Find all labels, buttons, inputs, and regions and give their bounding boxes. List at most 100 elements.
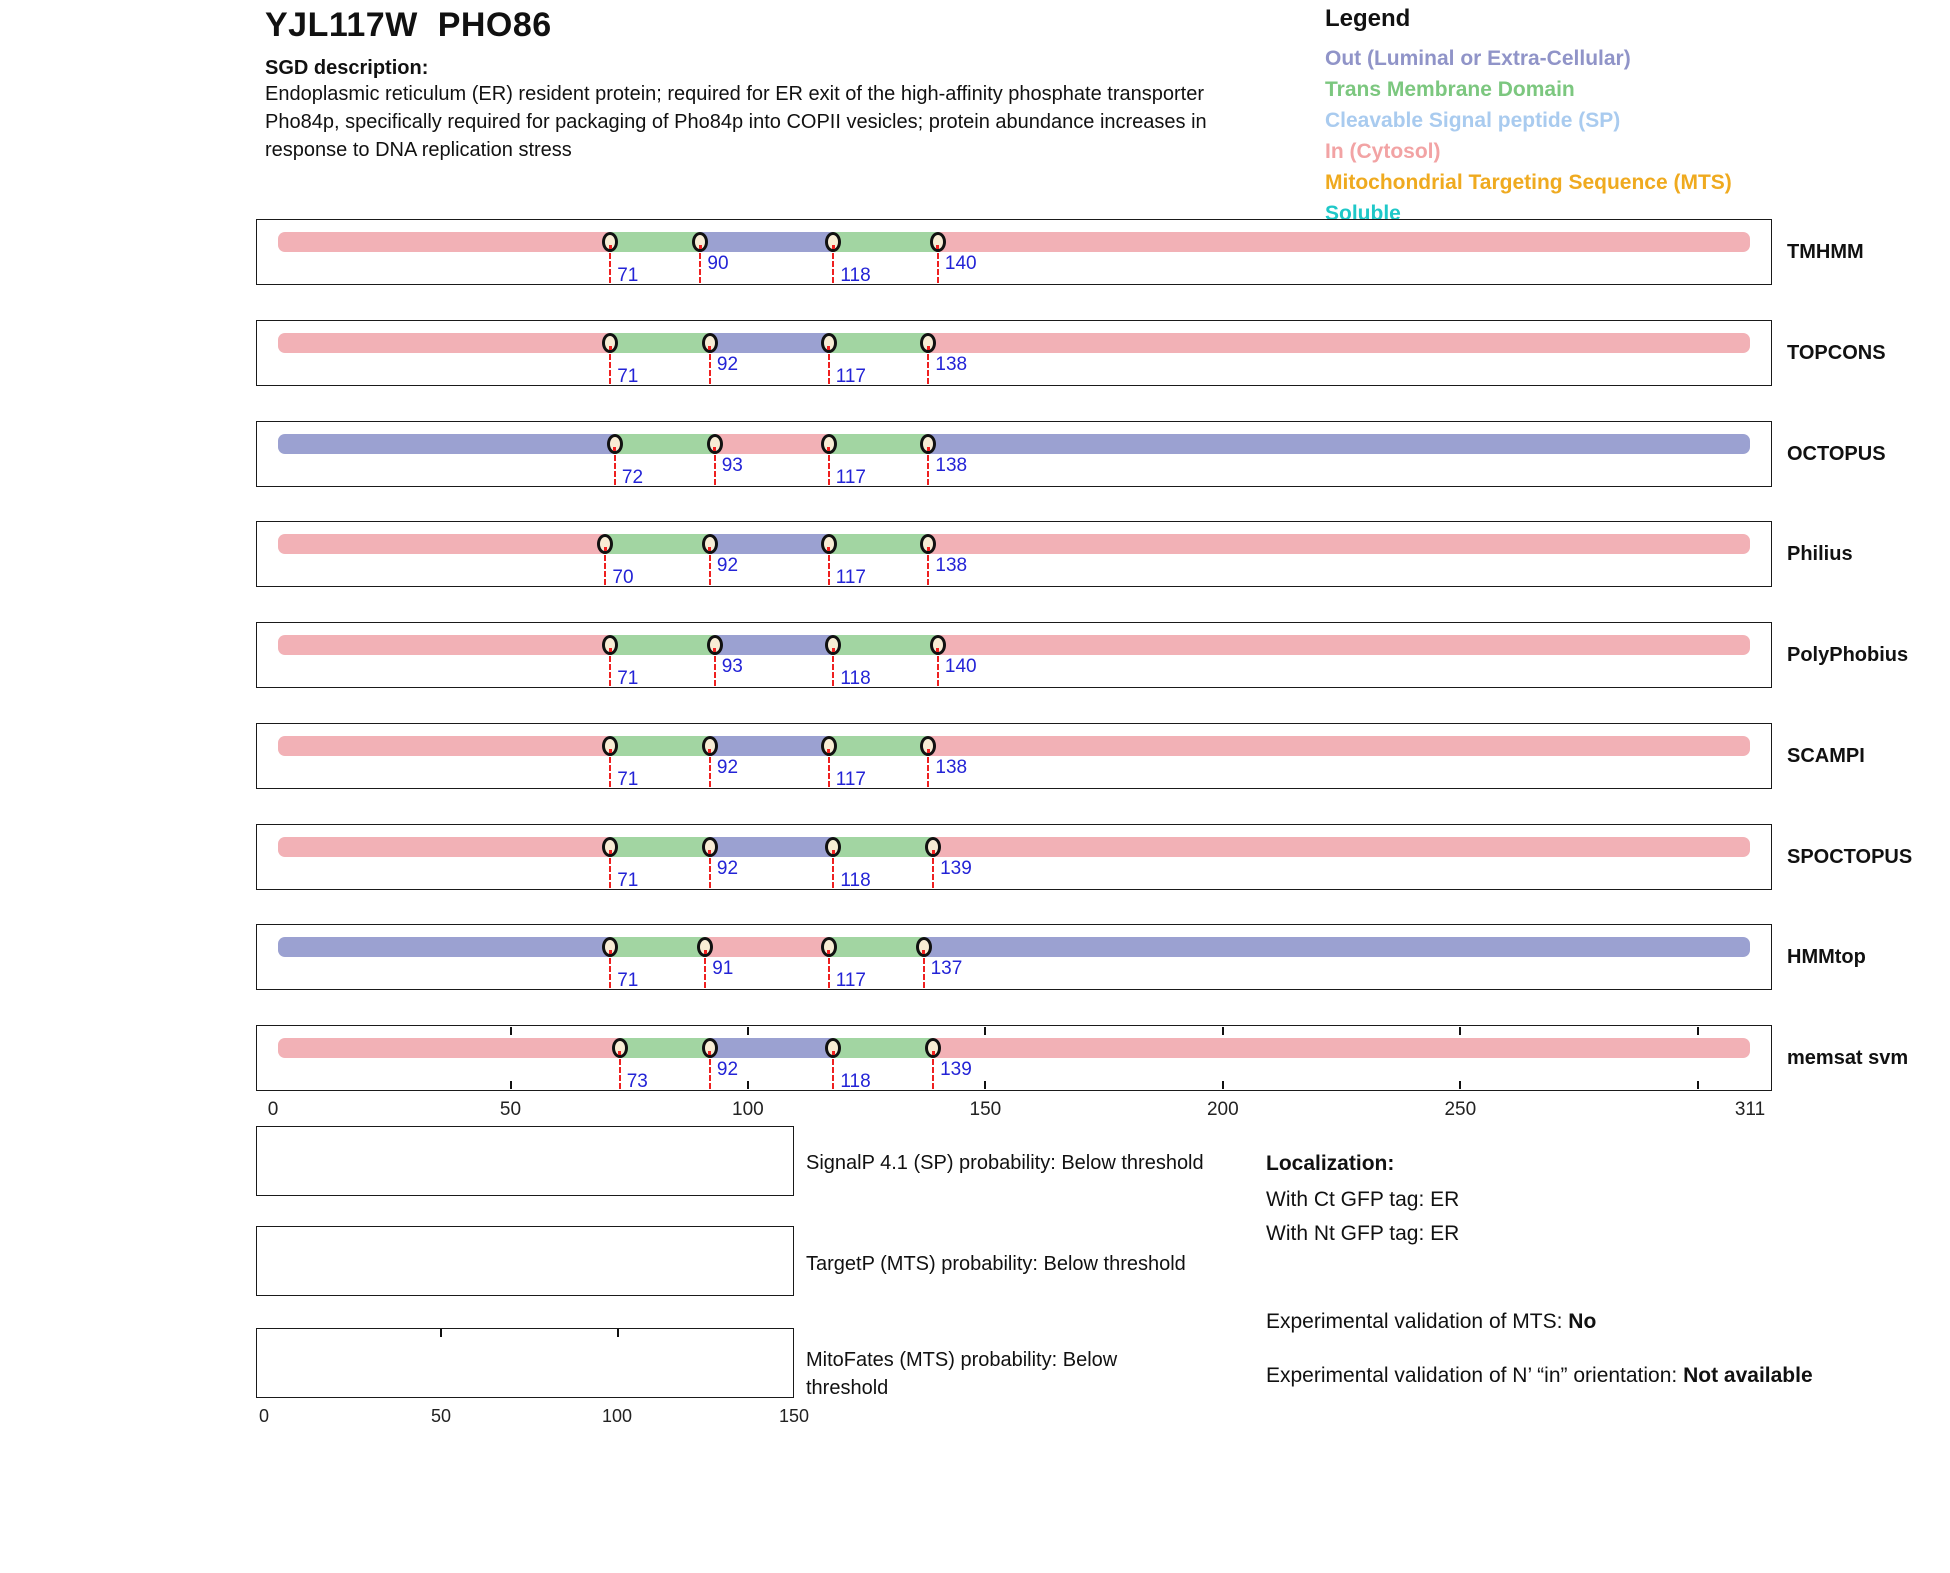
track-box-hmmtop <box>256 924 1772 990</box>
boundary-dash-line <box>618 1059 621 1089</box>
boundary-marker <box>701 736 718 756</box>
boundary-marker <box>920 736 937 756</box>
segment-tm <box>833 1038 934 1058</box>
track-label-spoctopus: SPOCTOPUS <box>1787 846 1913 868</box>
boundary-position-label: 139 <box>940 1059 972 1080</box>
topology-bar-spoctopus <box>277 837 1750 857</box>
boundary-position-label: 117 <box>835 366 866 387</box>
track-label-topcons: TOPCONS <box>1787 342 1886 364</box>
topology-bar-philius <box>277 534 1750 554</box>
sequence-axis-tick-label: 50 <box>499 1099 522 1120</box>
boundary-marker-dot <box>827 447 831 451</box>
boundary-marker-dot <box>926 749 930 753</box>
boundary-dash-line <box>936 656 939 686</box>
segment-out <box>923 937 1750 957</box>
boundary-position-label: 92 <box>716 354 739 375</box>
boundary-marker-dot <box>703 950 707 954</box>
segment-in <box>277 534 606 554</box>
boundary-marker <box>825 232 842 252</box>
boundary-dash-line <box>713 656 716 686</box>
track-box-spoctopus <box>256 824 1772 890</box>
sequence-axis-tick <box>746 1027 749 1035</box>
boundary-marker-dot <box>936 648 940 652</box>
boundary-marker <box>820 937 837 957</box>
boundary-marker-dot <box>831 850 835 854</box>
boundary-marker <box>706 434 723 454</box>
mitofates-axis-tick-label: 150 <box>778 1406 810 1426</box>
mitofates-axis-tick-label: 100 <box>601 1406 633 1426</box>
boundary-marker <box>825 1038 842 1058</box>
segment-tm <box>610 837 710 857</box>
boundary-marker-dot <box>608 245 612 249</box>
boundary-marker <box>701 837 718 857</box>
boundary-dash-line <box>699 253 702 283</box>
topology-bar-tmhmm <box>277 232 1750 252</box>
segment-tm <box>833 837 934 857</box>
boundary-dash-line <box>609 958 612 988</box>
boundary-position-label: 90 <box>707 253 729 274</box>
segment-out <box>928 434 1750 454</box>
sequence-axis-tick <box>509 1081 512 1089</box>
boundary-position-label: 138 <box>935 555 968 576</box>
boundary-dash-line <box>708 555 711 585</box>
segment-out <box>277 434 615 454</box>
track-label-hmmtop: HMMtop <box>1787 946 1866 968</box>
topology-bar-memsat-svm <box>277 1038 1750 1058</box>
orientation-validation: Experimental validation of N’ “in” orien… <box>1266 1361 1826 1391</box>
track-label-scampi: SCAMPI <box>1787 745 1865 767</box>
track-label-polyphobius: PolyPhobius <box>1787 644 1909 666</box>
boundary-position-label: 92 <box>716 1059 739 1080</box>
boundary-position-label: 138 <box>935 757 968 778</box>
boundary-position-label: 71 <box>617 870 639 891</box>
localization-nt-gfp: With Nt GFP tag: ER <box>1266 1222 1460 1245</box>
segment-tm <box>828 937 924 957</box>
segment-tm <box>610 333 710 353</box>
sequence-axis-tick-label: 0 <box>267 1099 279 1120</box>
sequence-axis-tick-label: 150 <box>969 1099 1002 1120</box>
signalp-probability-label: SignalP 4.1 (SP) probability: Below thre… <box>806 1152 1204 1174</box>
track-box-memsat-svm <box>256 1025 1772 1091</box>
boundary-marker-dot <box>713 447 717 451</box>
boundary-dash-line <box>609 656 612 686</box>
boundary-marker-dot <box>608 346 612 350</box>
segment-in <box>705 937 829 957</box>
segment-in <box>937 635 1750 655</box>
sequence-axis-tick <box>1221 1081 1224 1089</box>
boundary-marker <box>602 837 619 857</box>
segment-tm <box>610 736 710 756</box>
boundary-position-label: 71 <box>617 769 639 790</box>
boundary-marker <box>597 534 614 554</box>
segment-tm <box>610 937 706 957</box>
segment-in <box>277 736 611 756</box>
boundary-position-label: 93 <box>721 455 743 476</box>
sequence-axis-tick <box>1459 1027 1462 1035</box>
boundary-marker-dot <box>831 245 835 249</box>
boundary-marker <box>701 333 718 353</box>
boundary-dash-line <box>708 1059 711 1089</box>
boundary-marker <box>920 534 937 554</box>
boundary-marker <box>925 1038 942 1058</box>
boundary-marker <box>820 434 837 454</box>
sgd-description-text: Endoplasmic reticulum (ER) resident prot… <box>265 80 1207 164</box>
mitofates-plot-box <box>256 1328 794 1398</box>
boundary-position-label: 72 <box>621 467 644 488</box>
boundary-position-label: 140 <box>944 253 977 274</box>
segment-tm <box>828 736 929 756</box>
legend-item-signal-peptide: Cleavable Signal peptide (SP) <box>1325 109 1621 132</box>
mts-validation: Experimental validation of MTS: No <box>1266 1307 1826 1337</box>
boundary-marker-dot <box>603 547 607 551</box>
boundary-position-label: 92 <box>716 757 739 778</box>
boundary-marker-dot <box>926 346 930 350</box>
boundary-marker-dot <box>926 547 930 551</box>
topology-bar-scampi <box>277 736 1750 756</box>
boundary-position-label: 71 <box>617 366 639 387</box>
boundary-dash-line <box>932 858 935 888</box>
segment-tm <box>833 232 938 252</box>
sgd-description-line: response to DNA replication stress <box>265 139 572 161</box>
sequence-axis-tick <box>1696 1081 1699 1089</box>
boundary-marker <box>825 635 842 655</box>
boundary-position-label: 138 <box>935 354 968 375</box>
boundary-dash-line <box>827 555 830 585</box>
orientation-validation-value: Not available <box>1683 1364 1813 1387</box>
